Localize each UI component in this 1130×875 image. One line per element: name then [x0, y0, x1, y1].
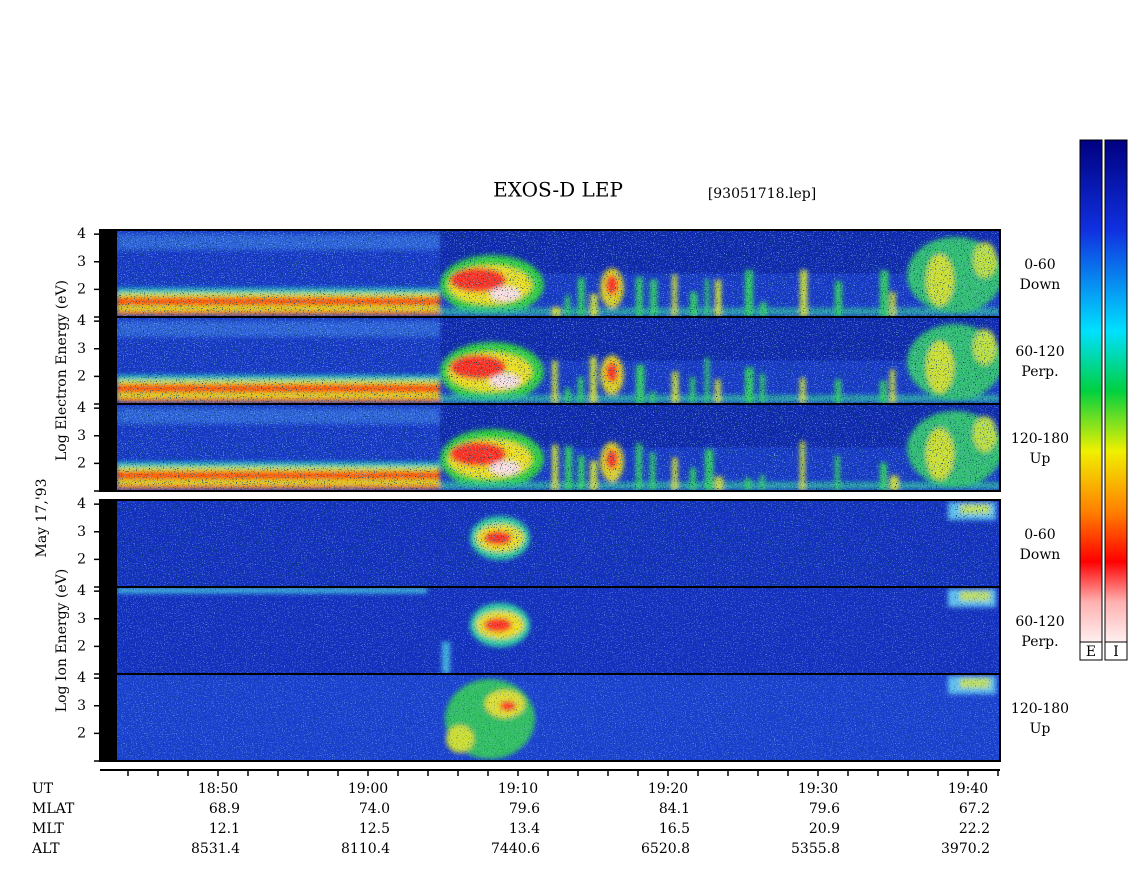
colorbar	[1104, 139, 1128, 643]
y-axis-label: Log Ion Energy (eV)	[54, 569, 70, 712]
ephemeris-name: ALT	[31, 841, 60, 857]
panels: 2 3 4 0-60 Down 2 3 4 60-120 Perp. 2 3 4 120-180 Up Log…	[54, 226, 1069, 762]
spectrogram-panel	[100, 230, 1000, 317]
direction-label: Down	[1020, 277, 1061, 293]
ephemeris-value: 12.1	[209, 821, 240, 837]
y-tick-label: 2	[77, 725, 86, 741]
y-tick-label: 2	[77, 455, 86, 471]
y-tick-label: 2	[77, 638, 86, 654]
spectrogram-panel	[100, 404, 1000, 491]
ephemeris-value: 7440.6	[491, 841, 540, 857]
pitch-label: 120-180	[1011, 701, 1069, 717]
ephemeris-value: 16.5	[659, 821, 690, 837]
y-tick-label: 4	[77, 226, 86, 242]
pitch-label: 60-120	[1015, 344, 1064, 360]
ephemeris-name: MLAT	[32, 801, 75, 817]
date-label: May 17,'93	[34, 479, 50, 558]
ephemeris-value: 79.6	[509, 801, 540, 817]
ephemeris-value: 22.2	[959, 821, 990, 837]
y-tick-label: 3	[77, 698, 86, 714]
direction-label: Perp.	[1021, 364, 1058, 380]
x-tick-label: 19:00	[348, 781, 388, 797]
data-gap	[100, 230, 117, 317]
pitch-label: 120-180	[1011, 431, 1069, 447]
ephemeris-value: 67.2	[959, 801, 990, 817]
ephemeris-name: MLT	[32, 821, 64, 837]
y-tick-label: 2	[77, 368, 86, 384]
y-tick-label: 4	[77, 496, 86, 512]
texture	[100, 404, 1000, 491]
ephemeris-value: 79.6	[809, 801, 840, 817]
y-tick-label: 4	[77, 583, 86, 599]
direction-label: Perp.	[1021, 634, 1058, 650]
ephemeris-value: 6520.8	[641, 841, 690, 857]
data-gap	[100, 317, 117, 404]
direction-label: Down	[1020, 547, 1061, 563]
ephemeris-value: 12.5	[359, 821, 390, 837]
x-tick-label: 19:40	[948, 781, 988, 797]
spectrogram-panel	[100, 674, 1000, 761]
panel-frame	[99, 673, 1001, 762]
y-tick-label: 4	[77, 400, 86, 416]
ephemeris-value: 74.0	[359, 801, 390, 817]
direction-label: Up	[1030, 721, 1051, 737]
x-label: UT	[32, 781, 54, 797]
y-tick-label: 3	[77, 428, 86, 444]
texture	[100, 674, 1000, 761]
y-tick-label: 3	[77, 341, 86, 357]
panel-frame	[99, 403, 1001, 492]
texture	[100, 230, 1000, 317]
y-tick-label: 4	[77, 670, 86, 686]
data-gap	[100, 587, 117, 674]
texture	[100, 317, 1000, 404]
y-tick-label: 3	[77, 611, 86, 627]
texture	[100, 500, 1000, 587]
y-tick-label: 2	[77, 551, 86, 567]
ephemeris-value: 5355.8	[791, 841, 840, 857]
spectrogram-panel	[100, 500, 1000, 587]
direction-label: Up	[1030, 451, 1051, 467]
x-tick-label: 18:50	[198, 781, 238, 797]
y-tick-label: 3	[77, 254, 86, 270]
y-axis-label: Log Electron Energy (eV)	[54, 280, 70, 461]
ephemeris-value: 8110.4	[341, 841, 390, 857]
x-axis: UT 18:50 19:00 19:10 19:20 19:30 19:40 MLAT 68.9…	[31, 769, 1000, 857]
texture	[100, 587, 1000, 674]
pitch-label: 60-120	[1015, 614, 1064, 630]
data-gap	[100, 674, 117, 761]
title: EXOS-D LEP	[493, 178, 623, 202]
ephemeris-value: 13.4	[509, 821, 540, 837]
spectrogram-panel	[100, 317, 1000, 404]
colorbar	[1079, 139, 1103, 643]
colorbar-label: E	[1086, 644, 1096, 660]
ephemeris-value: 84.1	[659, 801, 690, 817]
spectrogram-panel	[100, 587, 1000, 674]
colorbar-label-box	[1079, 641, 1103, 661]
y-tick-label: 4	[77, 313, 86, 329]
data-gap	[100, 404, 117, 491]
pitch-label: 0-60	[1024, 527, 1055, 543]
file-label: [93051718.lep]	[708, 186, 816, 202]
ephemeris-value: 3970.2	[941, 841, 990, 857]
pitch-label: 0-60	[1024, 257, 1055, 273]
ephemeris-value: 20.9	[809, 821, 840, 837]
x-tick-label: 19:30	[798, 781, 838, 797]
ephemeris-value: 68.9	[209, 801, 240, 817]
x-tick-label: 19:10	[498, 781, 538, 797]
y-tick-label: 2	[77, 281, 86, 297]
colorbar-label: I	[1113, 644, 1119, 660]
colorbar-label-box	[1104, 641, 1128, 661]
ephemeris-value: 8531.4	[191, 841, 240, 857]
x-tick-label: 19:20	[648, 781, 688, 797]
y-tick-label: 3	[77, 524, 86, 540]
data-gap	[100, 500, 117, 587]
